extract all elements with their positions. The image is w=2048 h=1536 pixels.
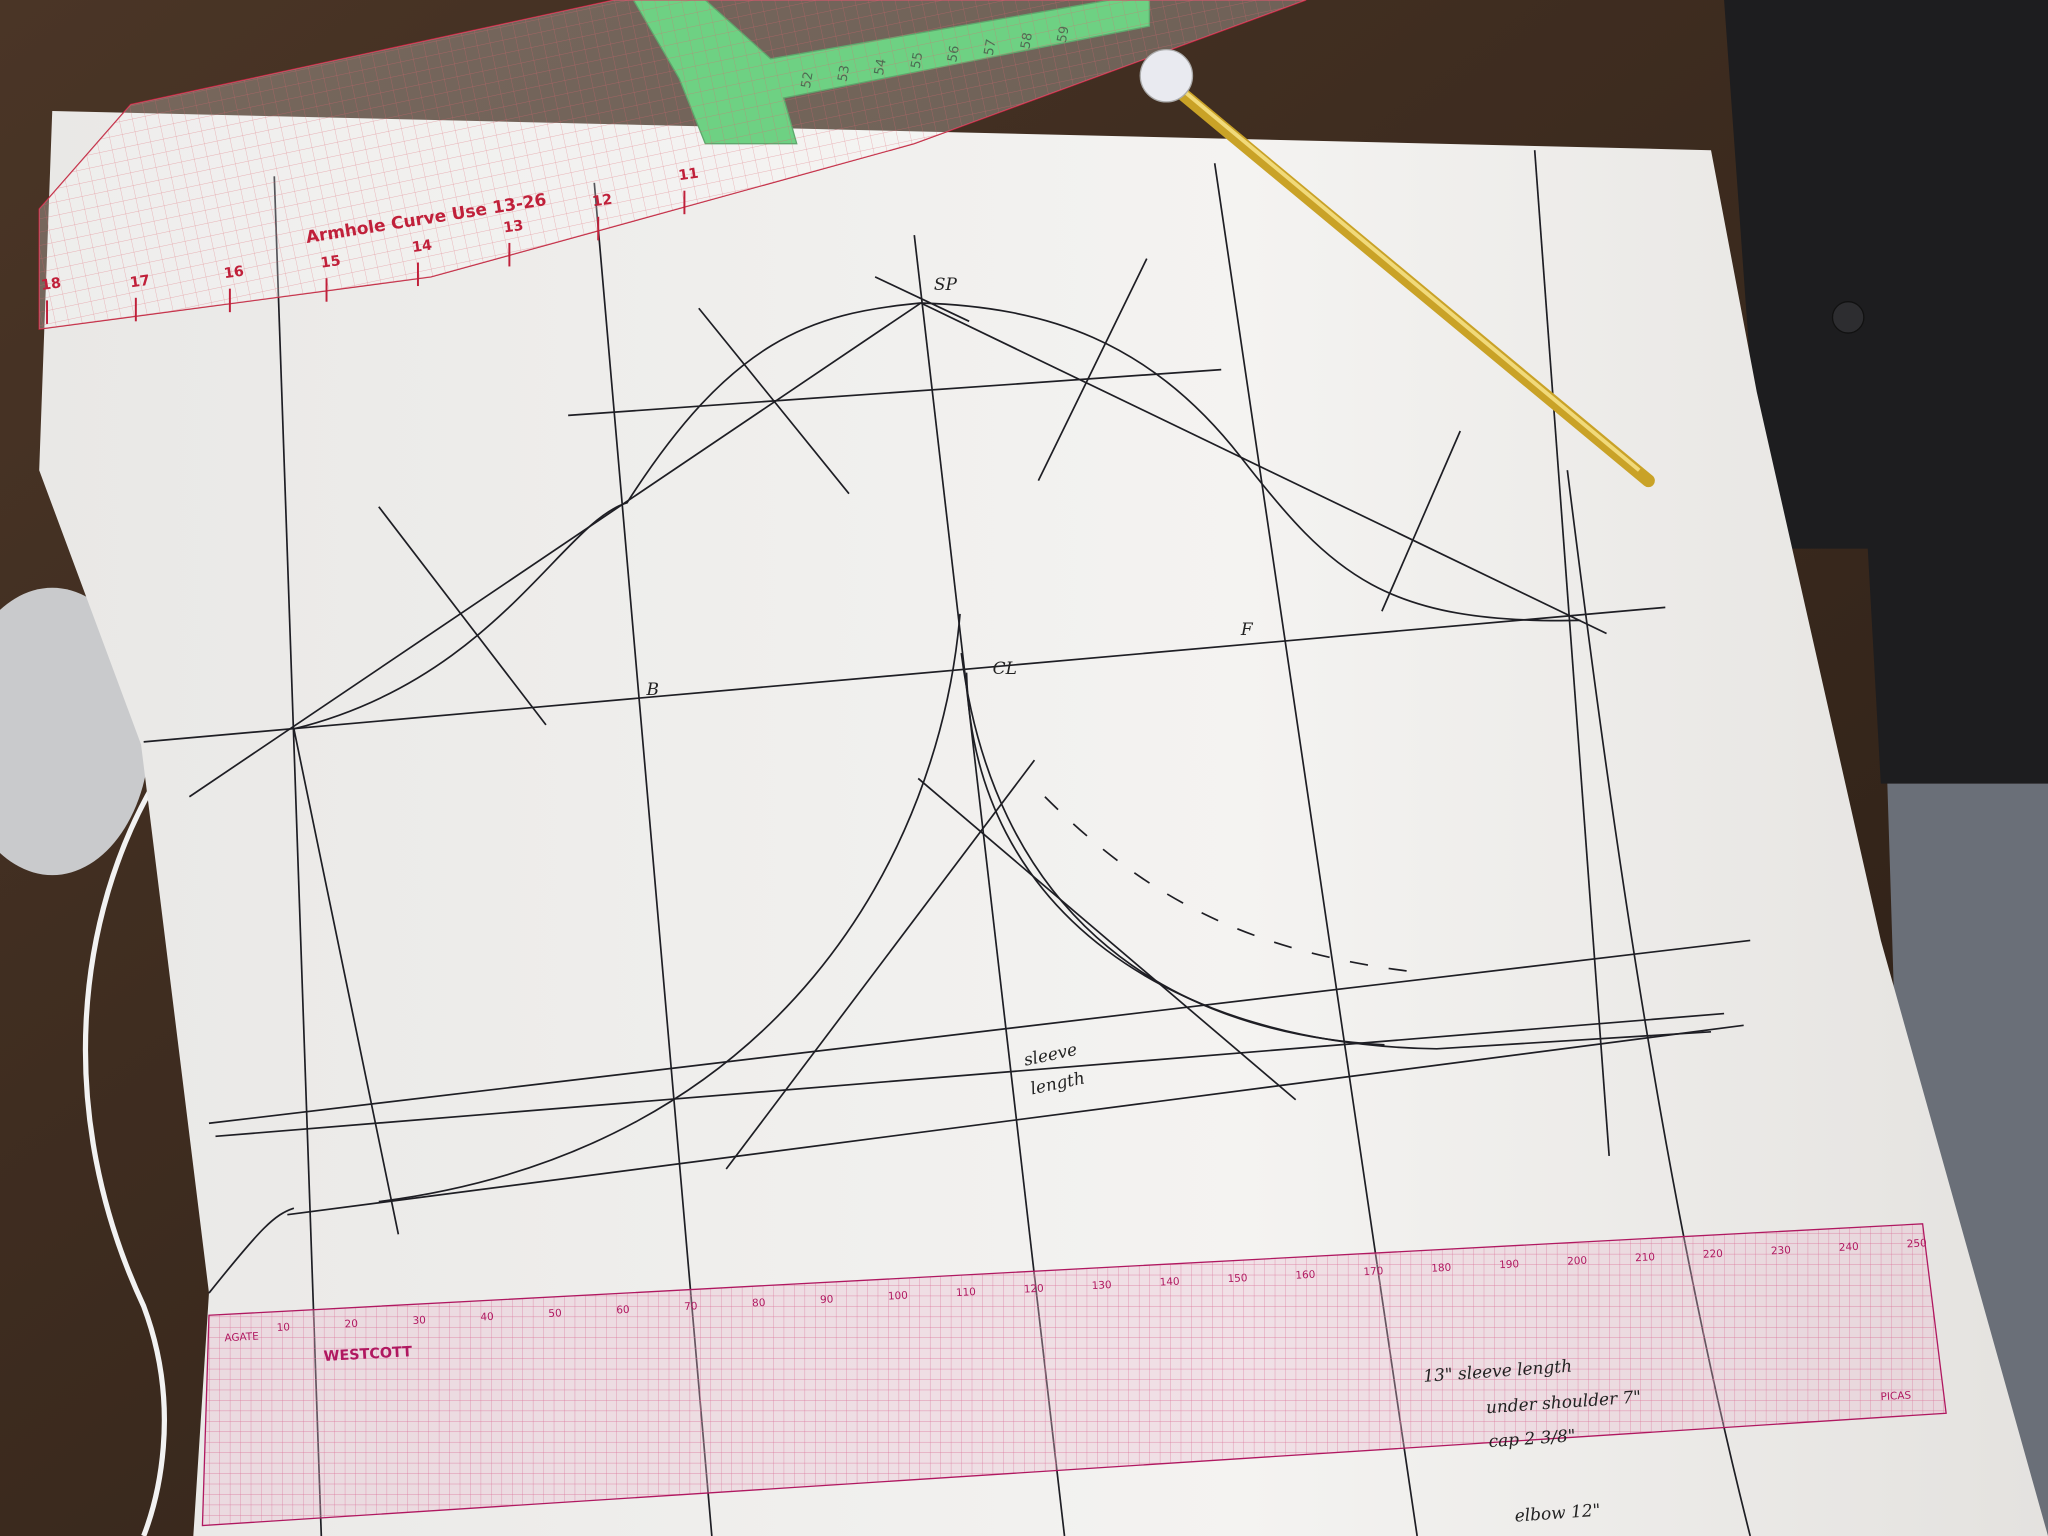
ruler-scale: AGATE (224, 1331, 259, 1345)
ruler-number: 14 (411, 237, 433, 256)
ruler-number: 16 (223, 264, 245, 283)
ruler-number: 210 (1635, 1251, 1656, 1264)
pen-highlight (1154, 66, 1641, 472)
ruler-number: 70 (684, 1300, 698, 1313)
ruler-number: 90 (820, 1293, 834, 1306)
armhole-ruler (38, 0, 1307, 330)
ruler-number: 13 (502, 218, 524, 237)
ruler-number: 10 (276, 1321, 290, 1334)
ruler-number: 17 (129, 273, 151, 292)
ruler-number: 15 (320, 253, 342, 272)
straight-ruler-glass (201, 1223, 1947, 1527)
label-cl: CL (993, 659, 1017, 679)
ruler-number: 18 (40, 275, 62, 294)
ruler-number: 80 (752, 1297, 766, 1310)
ruler-number: 240 (1839, 1241, 1860, 1254)
ruler-number: 11 (678, 166, 700, 185)
ruler-number: 170 (1363, 1265, 1384, 1278)
shelf-bolt (1831, 301, 1865, 334)
ruler-number: 220 (1703, 1248, 1724, 1261)
ruler-number: 140 (1159, 1276, 1180, 1289)
ruler-number: 250 (1906, 1237, 1927, 1250)
ruler-number: 30 (412, 1314, 426, 1327)
paper (39, 111, 2048, 1536)
label-f: F (1240, 620, 1254, 640)
ruler-number: 190 (1499, 1258, 1520, 1271)
ruler-number: 50 (548, 1307, 562, 1320)
ruler-number: 20 (344, 1318, 358, 1331)
ruler-number: 40 (480, 1311, 494, 1324)
ruler-number: 230 (1771, 1244, 1792, 1257)
ruler-number: 130 (1091, 1279, 1112, 1292)
shelf (1724, 0, 2048, 784)
ruler-number: 200 (1567, 1255, 1588, 1268)
pen (1149, 65, 1655, 488)
label-sp: SP (934, 275, 958, 295)
straight-ruler (202, 1223, 1947, 1526)
ruler-number: 120 (1024, 1283, 1045, 1296)
cable (82, 782, 167, 1536)
fabric (1887, 783, 2048, 1536)
ruler-units: PICAS (1880, 1390, 1911, 1404)
ruler-brand: WESTCOTT (323, 1344, 412, 1365)
ruler-number: 60 (616, 1304, 630, 1317)
ruler-number: 100 (888, 1290, 909, 1303)
ruler-number: 160 (1295, 1269, 1316, 1282)
ruler-number: 12 (591, 192, 613, 211)
pen-crystal (1139, 48, 1194, 103)
ruler-number: 150 (1227, 1272, 1248, 1285)
armhole-ruler-glass (39, 0, 1307, 330)
label-b: B (646, 680, 659, 700)
ruler-number: 180 (1431, 1262, 1452, 1275)
ruler-number: 110 (956, 1286, 977, 1299)
